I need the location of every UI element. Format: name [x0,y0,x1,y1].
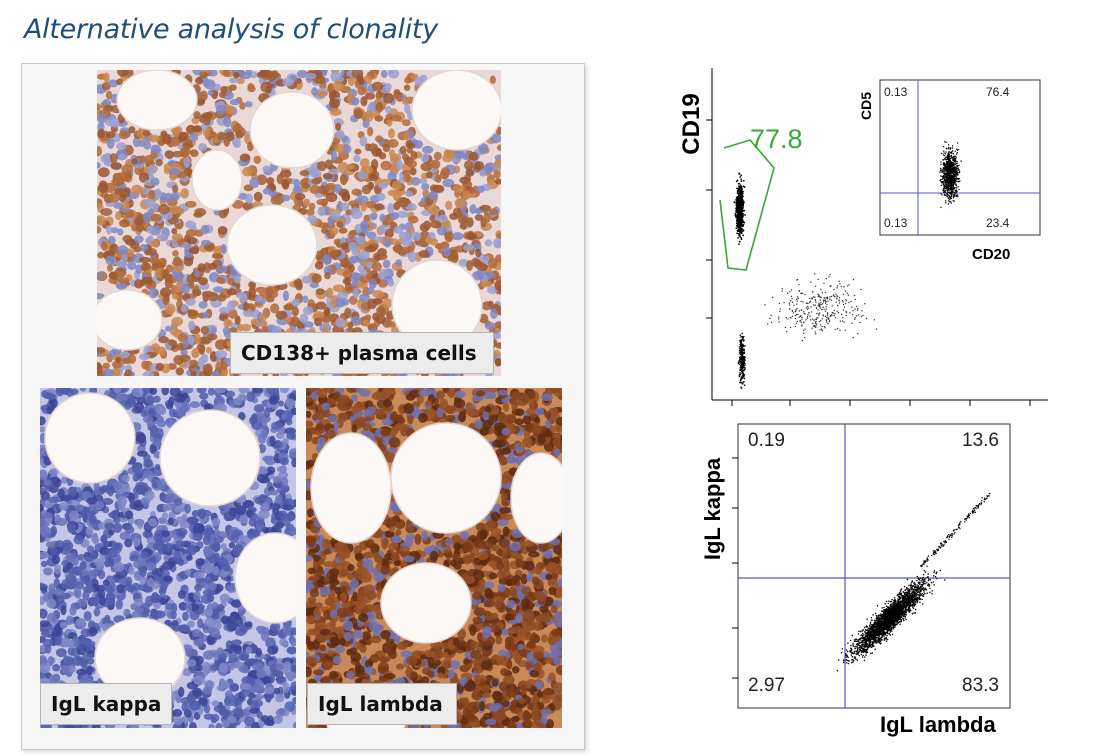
inset-cd5-axis-label: CD5 [858,92,874,121]
lambda-micrograph [306,388,562,728]
kl-q-lower-right: 83.3 [962,675,999,696]
inset-q-lower-right: 23.4 [986,216,1010,230]
inset-q-upper-right: 76.4 [986,85,1010,99]
kl-q-lower-left: 2.97 [748,675,785,696]
inset-cd20-axis-label: CD20 [972,246,1011,263]
kappa-stain-image [40,388,296,728]
kappa-caption: IgL kappa [40,683,172,725]
gate-value-label: 77.8 [750,124,803,154]
inset-q-lower-left: 0.13 [884,216,908,230]
cd138-stain-image [97,70,501,376]
cd19-flow-plot [700,60,1060,410]
cd138-micrograph [97,70,501,376]
kappa-micrograph [40,388,296,728]
kappa-lambda-flow-plot [710,418,1020,714]
lambda-stain-image [306,388,562,728]
kl-q-upper-left: 0.19 [748,430,785,451]
cd19-axis-label: CD19 [678,93,705,155]
lambda-caption: IgL lambda [307,683,457,725]
igl-lambda-axis-label: IgL lambda [880,712,996,737]
igl-kappa-axis-label: IgL kappa [700,457,725,561]
inset-q-upper-left: 0.13 [884,85,908,99]
cd138-caption: CD138+ plasma cells [230,332,494,374]
kl-q-upper-right: 13.6 [962,430,999,451]
slide-title: Alternative analysis of clonality [24,14,438,45]
